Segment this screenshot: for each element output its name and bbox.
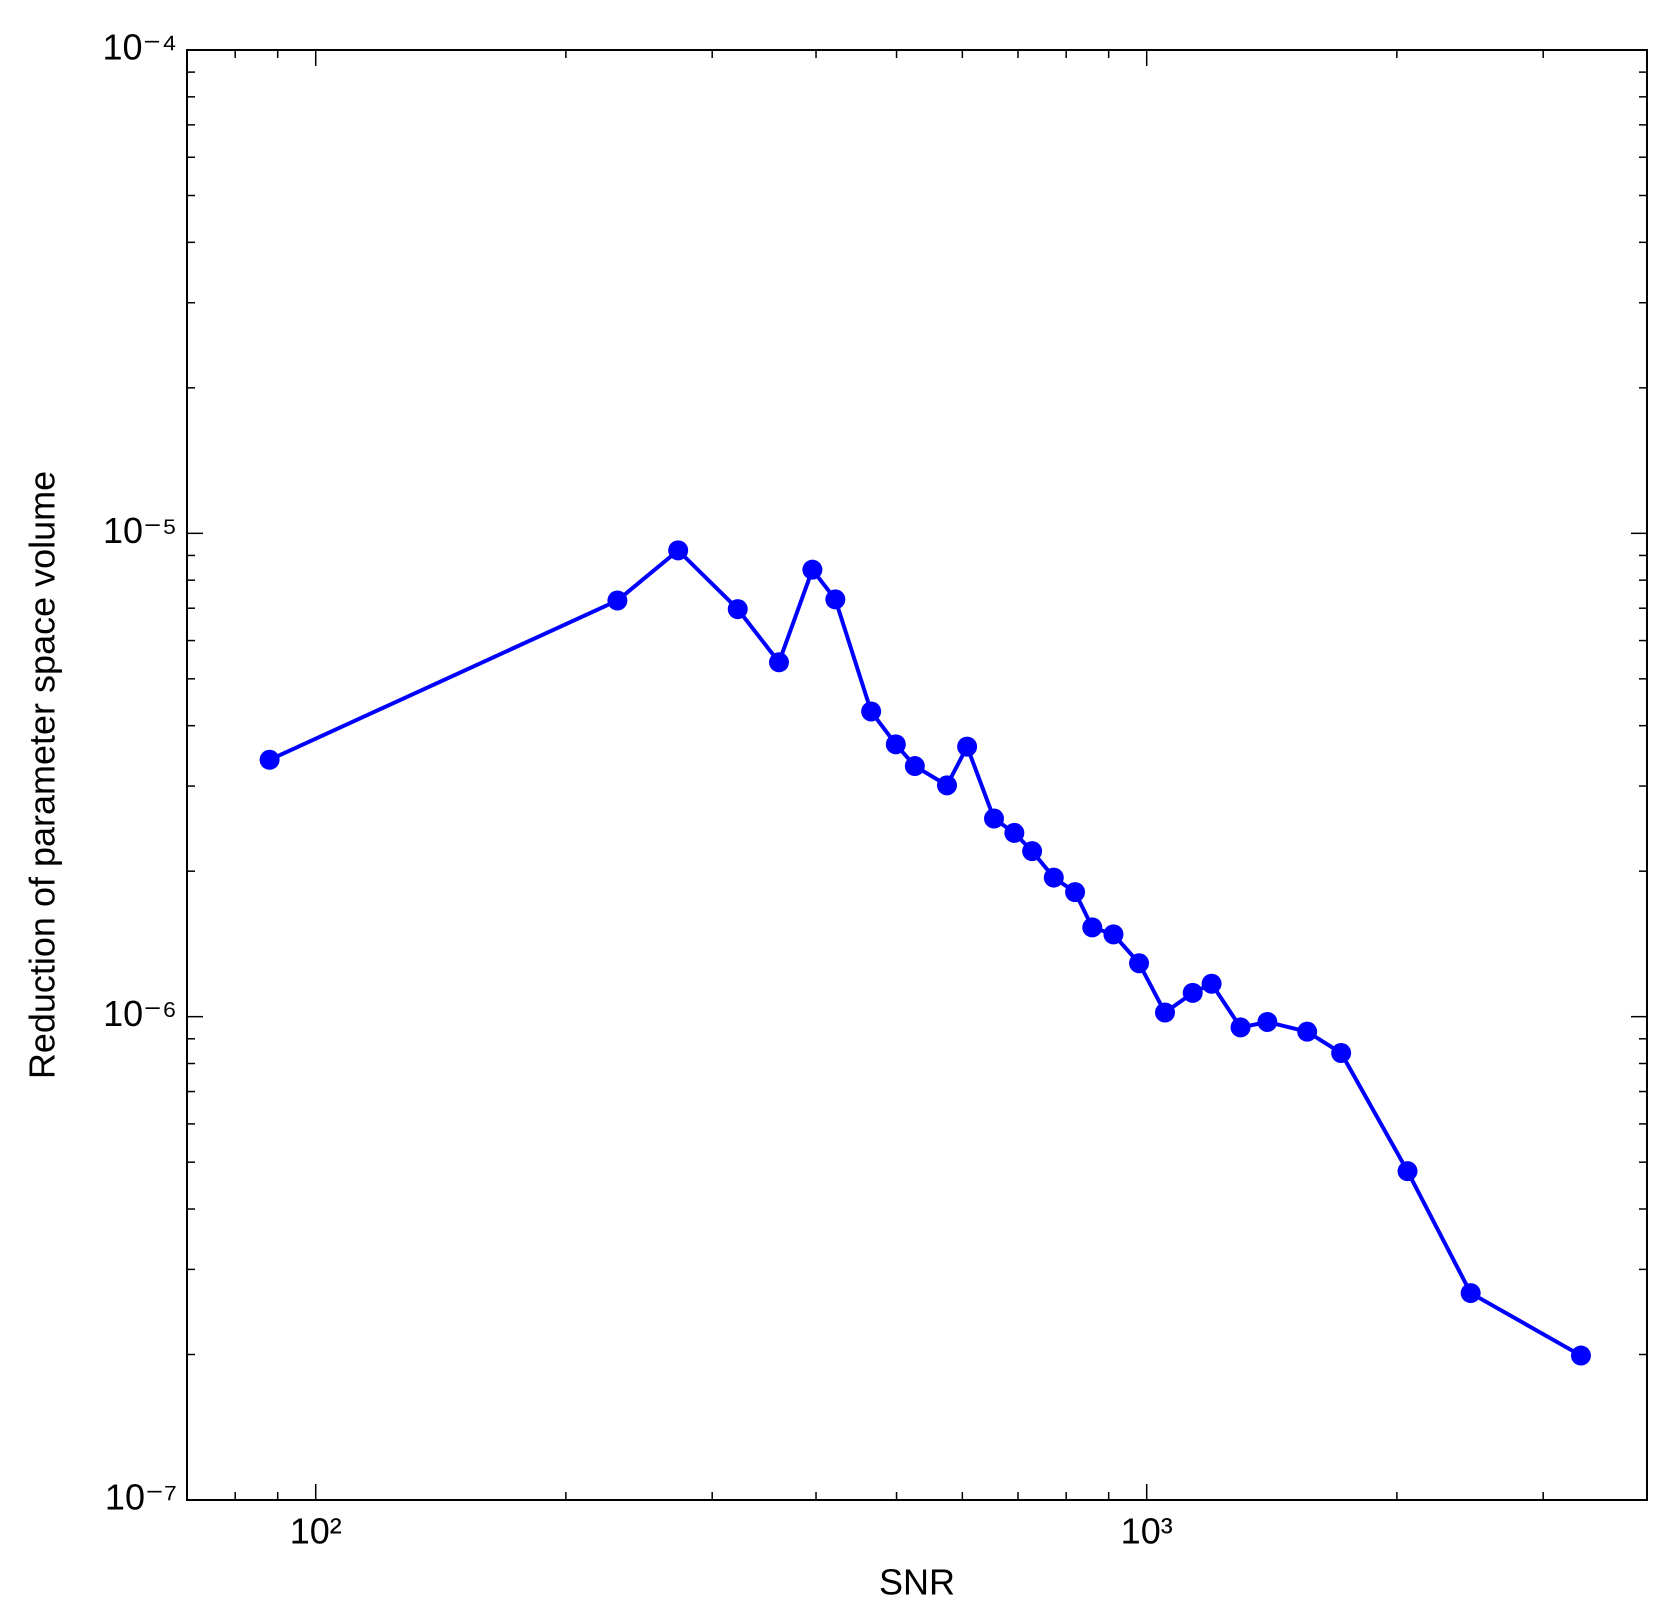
- plot-frame: [186, 49, 1648, 1501]
- point: [1230, 1017, 1251, 1038]
- point: [259, 749, 280, 770]
- point: [668, 540, 689, 561]
- point: [1129, 953, 1150, 974]
- point: [1154, 1002, 1175, 1023]
- point: [1331, 1043, 1352, 1064]
- point: [861, 701, 882, 722]
- y-tick-label: 10⁻⁵: [103, 510, 177, 551]
- y-axis-label: Reduction of parameter space volume: [22, 471, 63, 1079]
- x-tick-label: 10³: [1121, 1511, 1173, 1552]
- point: [1570, 1345, 1591, 1366]
- point: [1397, 1161, 1418, 1182]
- point: [1257, 1011, 1278, 1032]
- point: [885, 734, 906, 755]
- point: [1460, 1283, 1481, 1304]
- point: [984, 808, 1005, 829]
- x-axis-label: SNR: [879, 1562, 955, 1603]
- point: [1022, 841, 1043, 862]
- y-tick-label: 10⁻⁶: [103, 993, 177, 1034]
- point: [1004, 822, 1025, 843]
- point: [802, 559, 823, 580]
- point: [904, 756, 925, 777]
- point: [936, 775, 957, 796]
- point: [727, 599, 748, 620]
- y-tick-label: 10⁻⁴: [102, 27, 177, 68]
- point: [1103, 924, 1124, 945]
- point: [1043, 867, 1064, 888]
- point: [768, 652, 789, 673]
- point: [1182, 982, 1203, 1003]
- point: [607, 590, 628, 611]
- point: [1201, 973, 1222, 994]
- series-line: [268, 548, 1582, 1358]
- point: [1082, 917, 1103, 938]
- point: [957, 736, 978, 757]
- y-tick-label: 10⁻⁷: [105, 1477, 177, 1518]
- x-tick-label: 10²: [290, 1511, 342, 1552]
- point: [1297, 1021, 1318, 1042]
- point: [1065, 882, 1086, 903]
- point: [825, 589, 846, 610]
